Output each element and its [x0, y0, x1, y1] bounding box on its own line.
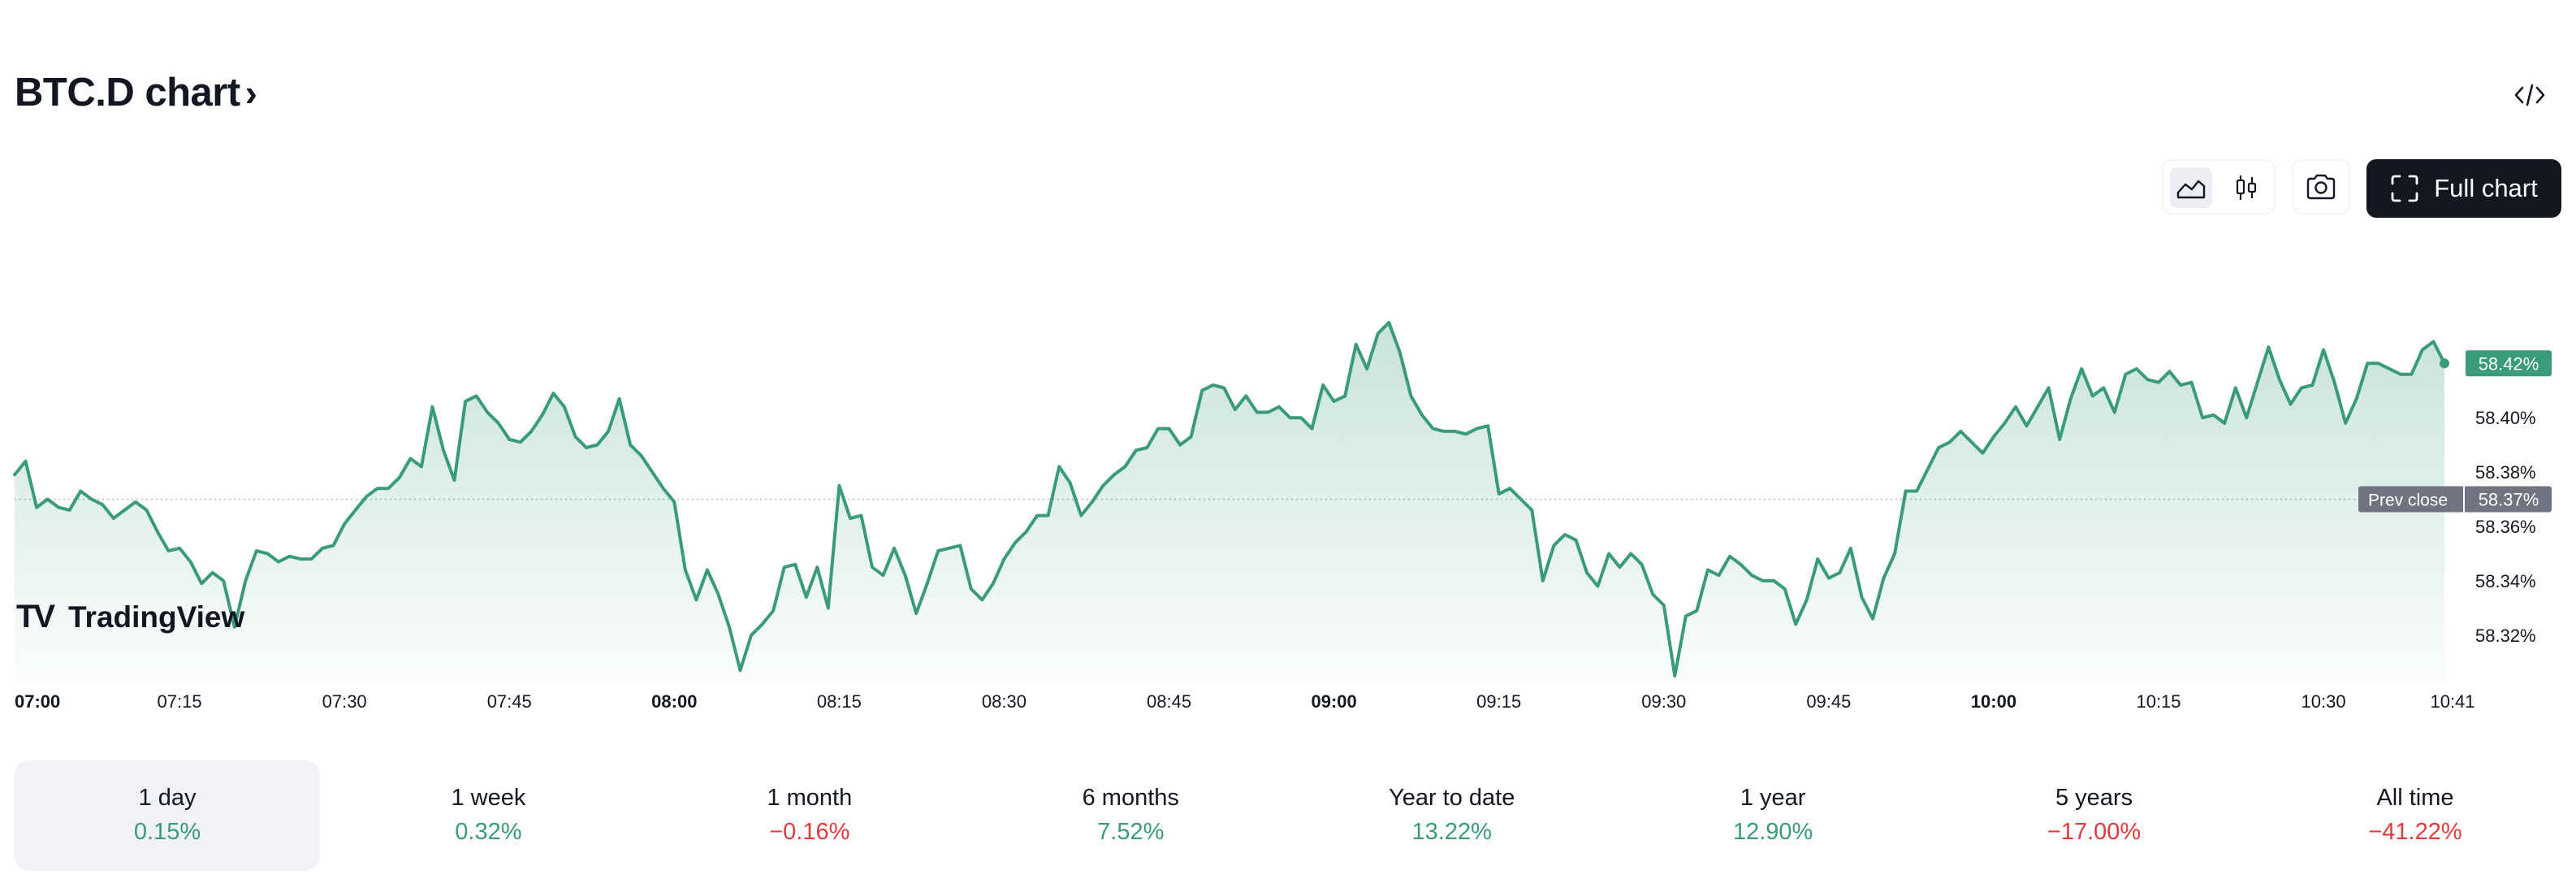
period-performance-list: 1 day 0.15% 1 week 0.32% 1 month −0.16% 6 mont…: [15, 760, 2568, 871]
current-price-label: 58.42%: [2479, 353, 2539, 374]
period-label: 1 year: [1740, 784, 1806, 811]
snapshot-button[interactable]: [2292, 159, 2350, 214]
period-change-value: 0.15%: [133, 818, 201, 845]
prev-close-value-label: 58.37%: [2479, 490, 2539, 510]
price-line: [13, 321, 2446, 678]
tradingview-name: TradingView: [68, 600, 244, 634]
period-card[interactable]: 1 month −0.16%: [657, 760, 962, 871]
period-label: All time: [2376, 784, 2454, 811]
period-label: 6 months: [1082, 784, 1179, 811]
period-card[interactable]: 6 months 7.52%: [978, 760, 1283, 871]
period-change-value: 12.90%: [1732, 818, 1813, 845]
period-label: Year to date: [1389, 784, 1515, 811]
period-change-value: 0.32%: [455, 818, 522, 845]
period-label: 1 month: [767, 784, 853, 811]
y-tick-label: 58.36%: [2475, 517, 2536, 537]
period-change-value: −17.00%: [2047, 818, 2142, 845]
period-change-value: 13.22%: [1411, 818, 1492, 845]
candlestick-button[interactable]: [2225, 167, 2267, 208]
period-change-value: −0.16%: [769, 818, 850, 845]
x-tick-label: 09:30: [1641, 691, 1686, 712]
chart-style-toggle: [2162, 159, 2276, 214]
y-tick-label: 58.34%: [2475, 571, 2536, 591]
x-tick-label: 08:30: [982, 691, 1027, 712]
y-tick-label: 58.38%: [2475, 462, 2536, 483]
page-title[interactable]: BTC.D chart ›: [15, 70, 257, 115]
y-tick-label: 58.32%: [2475, 626, 2536, 646]
period-card[interactable]: 1 day 0.15%: [15, 760, 320, 871]
period-card[interactable]: Year to date 13.22%: [1299, 760, 1605, 871]
tradingview-watermark: TV TradingView: [16, 599, 244, 634]
x-tick-label: 08:15: [817, 691, 862, 712]
price-chart[interactable]: 58.40% 58.38% 58.36% 58.34% 58.32% 07:00 07:1…: [0, 227, 2576, 731]
period-card[interactable]: 1 year 12.90%: [1620, 760, 1926, 871]
x-tick-label: 08:45: [1147, 691, 1191, 712]
x-tick-label: 10:15: [2136, 691, 2181, 712]
period-label: 1 day: [138, 784, 197, 811]
embed-code-button[interactable]: [2509, 75, 2550, 115]
area-chart-icon: [2176, 180, 2206, 199]
last-price-dot: [2440, 358, 2449, 369]
code-icon: [2514, 84, 2545, 106]
full-chart-button[interactable]: Full chart: [2366, 159, 2561, 218]
period-card[interactable]: 5 years −17.00%: [1942, 760, 2247, 871]
current-price-tag: 58.42%: [2466, 350, 2552, 377]
x-tick-label: 07:00: [15, 691, 60, 712]
prev-close-tag: Prev close 58.37%: [2358, 486, 2552, 513]
x-tick-label: 10:30: [2302, 691, 2346, 712]
chevron-right-icon[interactable]: ›: [244, 71, 257, 114]
x-tick-label: 09:00: [1311, 691, 1356, 712]
tradingview-logo: TV: [16, 599, 55, 634]
period-change-value: −41.22%: [2368, 818, 2462, 845]
period-label: 5 years: [2055, 784, 2133, 811]
x-tick-label: 10:00: [1971, 691, 2016, 712]
area-chart-button[interactable]: [2170, 167, 2212, 208]
prev-close-label: Prev close: [2368, 491, 2448, 510]
x-tick-label: 10:41: [2430, 691, 2474, 712]
period-card[interactable]: All time −41.22%: [2263, 760, 2568, 871]
fullscreen-icon: [2391, 175, 2418, 202]
camera-icon: [2306, 174, 2336, 200]
y-tick-label: 58.40%: [2475, 408, 2536, 428]
period-card[interactable]: 1 week 0.32%: [335, 760, 641, 871]
x-tick-label: 09:15: [1476, 691, 1521, 712]
chart-title[interactable]: BTC.D chart: [15, 71, 240, 115]
x-tick-label: 07:30: [322, 691, 367, 712]
period-label: 1 week: [451, 784, 526, 811]
x-tick-label: 08:00: [651, 691, 697, 712]
x-tick-label: 07:45: [487, 691, 532, 712]
full-chart-label: Full chart: [2434, 174, 2538, 202]
candlestick-icon: [2236, 175, 2257, 200]
x-tick-label: 09:45: [1806, 691, 1851, 712]
period-change-value: 7.52%: [1097, 818, 1165, 845]
x-tick-label: 07:15: [158, 691, 202, 712]
